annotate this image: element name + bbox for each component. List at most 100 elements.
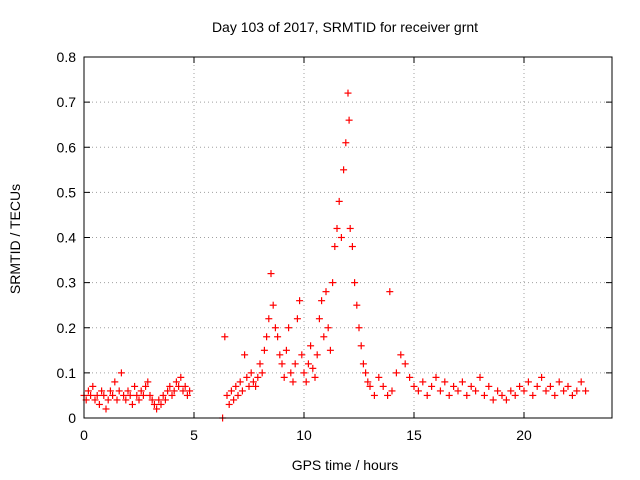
data-point xyxy=(551,391,559,399)
data-point xyxy=(311,373,319,381)
data-point xyxy=(577,378,585,386)
data-point xyxy=(186,387,194,395)
y-tick-label: 0.7 xyxy=(57,94,77,110)
y-tick-label: 0.3 xyxy=(57,275,77,291)
data-point xyxy=(458,378,466,386)
data-point xyxy=(254,373,262,381)
data-point xyxy=(364,378,372,386)
data-point xyxy=(122,396,130,404)
data-point xyxy=(293,315,301,323)
data-point xyxy=(157,400,165,408)
data-point xyxy=(269,301,277,309)
tick-labels: 0 5 10 15 20 0 0.1 0.2 0.3 0.4 0.5 0.6 0.7 0.8 xyxy=(57,49,532,443)
data-point xyxy=(414,387,422,395)
data-point xyxy=(168,391,176,399)
chart-title: Day 103 of 2017, SRMTID for receiver grn… xyxy=(212,19,478,35)
data-point xyxy=(324,324,332,332)
data-point xyxy=(161,396,169,404)
data-point xyxy=(276,351,284,359)
data-point xyxy=(445,391,453,399)
data-point xyxy=(520,387,528,395)
data-point xyxy=(568,391,576,399)
data-point xyxy=(287,369,295,377)
data-point xyxy=(91,396,99,404)
data-point xyxy=(524,378,532,386)
data-point xyxy=(104,396,112,404)
data-point xyxy=(181,382,189,390)
data-point xyxy=(234,391,242,399)
data-point xyxy=(335,197,343,205)
data-point xyxy=(320,333,328,341)
data-point xyxy=(179,387,187,395)
data-point xyxy=(227,387,235,395)
data-point xyxy=(280,373,288,381)
data-point xyxy=(267,270,275,278)
x-tick-label: 0 xyxy=(80,427,88,443)
data-point xyxy=(355,324,363,332)
data-point xyxy=(441,378,449,386)
data-point xyxy=(230,396,238,404)
data-point xyxy=(106,387,114,395)
data-point xyxy=(148,396,156,404)
data-point xyxy=(428,382,436,390)
data-point xyxy=(333,224,341,232)
data-point xyxy=(386,288,394,296)
data-point xyxy=(450,382,458,390)
data-point xyxy=(98,387,106,395)
data-point xyxy=(166,382,174,390)
data-point xyxy=(322,288,330,296)
data-point xyxy=(238,387,246,395)
data-point xyxy=(223,391,231,399)
data-point xyxy=(93,391,101,399)
data-point xyxy=(225,400,233,408)
data-point xyxy=(366,382,374,390)
data-point xyxy=(298,351,306,359)
data-point xyxy=(436,387,444,395)
data-point xyxy=(538,373,546,381)
y-tick-label: 0.4 xyxy=(57,230,77,246)
data-point xyxy=(289,378,297,386)
data-point xyxy=(172,378,180,386)
data-point xyxy=(432,373,440,381)
data-point xyxy=(406,373,414,381)
data-point xyxy=(340,166,348,174)
data-point xyxy=(357,342,365,350)
data-point xyxy=(351,279,359,287)
data-point xyxy=(100,391,108,399)
data-point xyxy=(265,315,273,323)
data-point xyxy=(236,378,244,386)
data-point xyxy=(175,382,183,390)
y-axis-label: SRMTID / TECUs xyxy=(7,184,23,294)
data-point xyxy=(115,387,123,395)
data-point xyxy=(249,378,257,386)
data-point xyxy=(177,373,185,381)
data-point xyxy=(274,333,282,341)
data-point xyxy=(126,391,134,399)
data-point xyxy=(542,387,550,395)
data-point xyxy=(331,243,339,251)
data-point xyxy=(133,391,141,399)
data-point xyxy=(139,391,147,399)
data-point xyxy=(84,387,92,395)
data-point xyxy=(353,301,361,309)
data-point xyxy=(113,396,121,404)
data-point xyxy=(467,382,475,390)
data-point xyxy=(502,396,510,404)
data-point xyxy=(337,234,345,241)
x-tick-label: 10 xyxy=(296,427,312,443)
data-point xyxy=(529,391,537,399)
data-point xyxy=(164,387,172,395)
data-point xyxy=(463,391,471,399)
data-point xyxy=(309,364,317,372)
data-point xyxy=(291,360,299,368)
data-point xyxy=(150,400,158,408)
data-point xyxy=(401,360,409,368)
y-tick-label: 0.8 xyxy=(57,49,77,65)
x-tick-label: 15 xyxy=(406,427,422,443)
data-point xyxy=(546,382,554,390)
y-tick-label: 0.1 xyxy=(57,365,77,381)
plot-frame xyxy=(83,56,613,419)
data-point xyxy=(232,382,240,390)
data-point xyxy=(245,382,253,390)
